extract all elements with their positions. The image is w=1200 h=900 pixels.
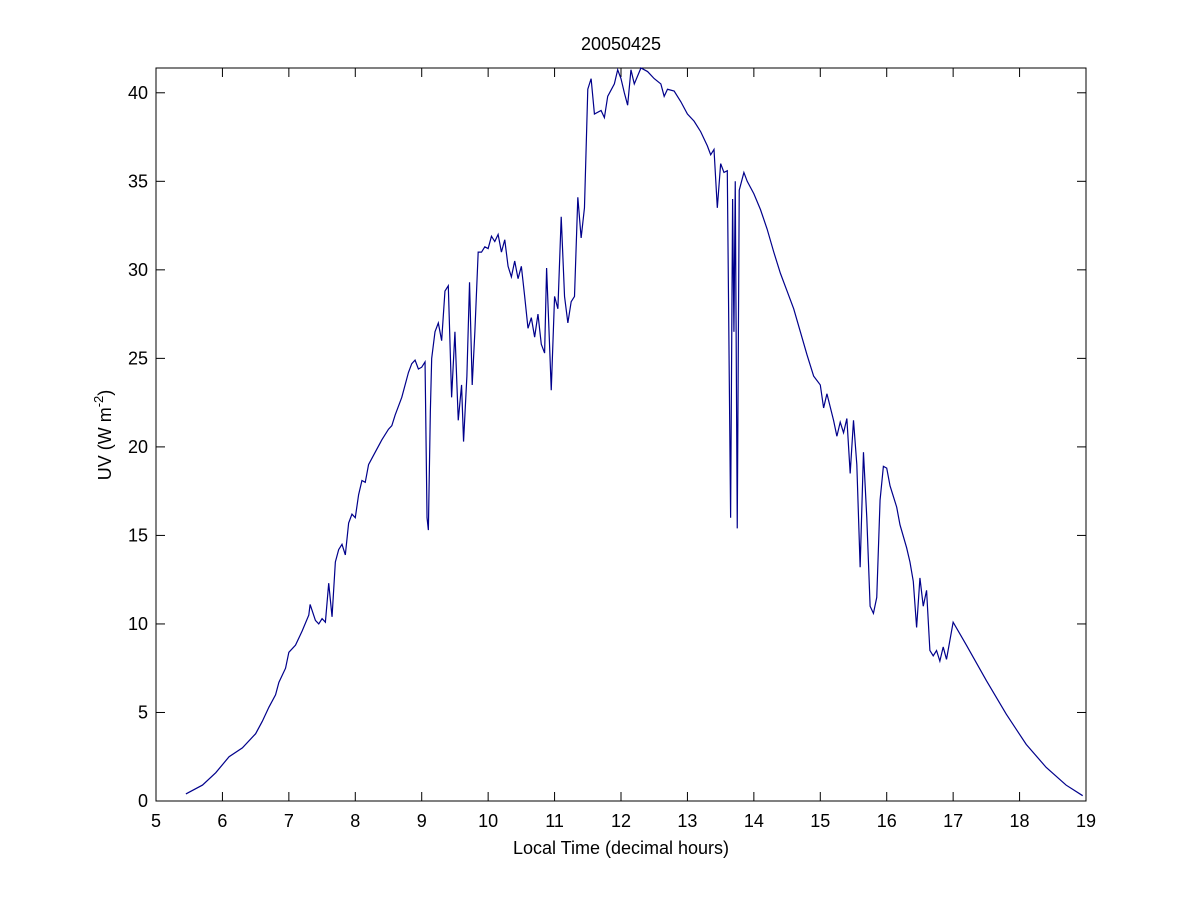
x-tick-label: 8 [350,811,360,831]
y-tick-label: 30 [128,260,148,280]
x-tick-label: 15 [810,811,830,831]
x-tick-label: 14 [744,811,764,831]
x-tick-label: 19 [1076,811,1096,831]
y-tick-label: 0 [138,791,148,811]
x-tick-label: 17 [943,811,963,831]
x-tick-label: 13 [677,811,697,831]
x-tick-label: 7 [284,811,294,831]
chart-title: 20050425 [581,34,661,54]
plot-frame [155,67,1087,802]
y-tick-label: 40 [128,83,148,103]
x-tick-label: 6 [217,811,227,831]
y-tick-label: 35 [128,171,148,191]
y-label-main: UV (W m [95,407,115,480]
x-tick-label: 16 [877,811,897,831]
y-label-tail: ) [95,390,115,396]
x-tick-label: 11 [545,811,564,831]
y-label-sup: -2 [91,396,106,408]
x-tick-label: 18 [1010,811,1030,831]
y-tick-label: 15 [128,525,148,545]
y-axis-label: UV (W m-2) [91,390,115,481]
x-tick-label: 5 [151,811,161,831]
y-tick-label: 25 [128,348,148,368]
y-tick-label: 10 [128,614,148,634]
y-tick-label: 5 [138,702,148,722]
x-axis-label: Local Time (decimal hours) [513,838,729,858]
data-line [185,67,1084,797]
y-tick-label: 20 [128,437,148,457]
x-tick-label: 12 [611,811,631,831]
x-tick-label: 9 [417,811,427,831]
x-tick-label: 10 [478,811,498,831]
